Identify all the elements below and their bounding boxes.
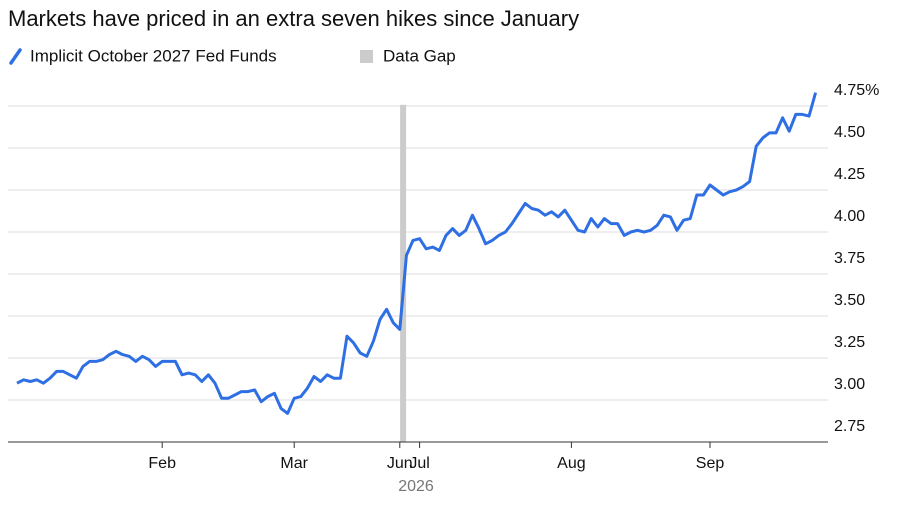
y-tick-label: 4.00 (834, 208, 865, 225)
y-tick-label: 3.00 (834, 376, 865, 393)
legend-swatch (360, 50, 373, 63)
y-tick-label: 4.25 (834, 166, 865, 183)
y-tick-label: 3.75 (834, 250, 865, 267)
x-tick-label: Sep (696, 455, 725, 472)
y-tick-label: 4.50 (834, 124, 865, 141)
legend-label: Data Gap (383, 46, 456, 65)
x-tick-label: Aug (557, 455, 585, 472)
y-tick-label: 2.75 (834, 418, 865, 435)
legend-swatch (9, 48, 22, 65)
data-gap-band (400, 104, 407, 443)
chart-title: Markets have priced in an extra seven hi… (8, 6, 579, 31)
x-tick-label: Jun (387, 455, 413, 472)
legend-label: Implicit October 2027 Fed Funds (30, 46, 277, 65)
y-tick-label: 3.50 (834, 292, 865, 309)
year-label: 2026 (398, 478, 434, 495)
x-tick-label: Mar (280, 455, 308, 472)
y-tick-label: 4.75% (834, 82, 879, 99)
y-tick-label: 3.25 (834, 334, 865, 351)
x-tick-label: Jul (409, 455, 429, 472)
series-line (16, 92, 818, 415)
x-tick-label: Feb (148, 455, 176, 472)
